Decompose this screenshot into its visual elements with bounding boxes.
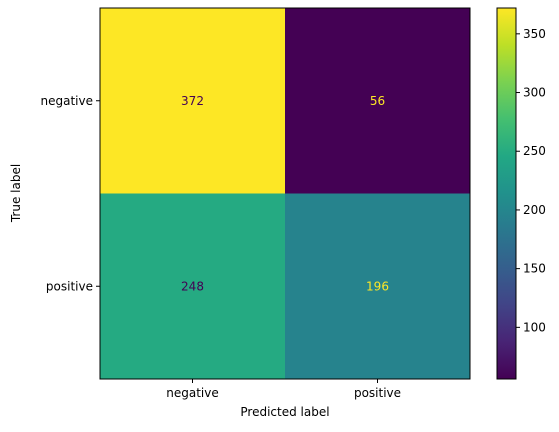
colorbar-tick-label: 350: [523, 27, 546, 41]
colorbar-tick-label: 200: [523, 203, 546, 217]
colorbar-tick-label: 250: [523, 144, 546, 158]
cell-value-labels: 372 56 248 196: [181, 94, 389, 294]
y-axis-label: True label: [9, 164, 23, 223]
y-axis: negative positive: [41, 94, 100, 293]
y-tick-label: negative: [41, 94, 93, 108]
heatmap-cells: [100, 8, 471, 380]
cell-value-label: 56: [370, 94, 385, 108]
colorbar-tick-label: 100: [523, 320, 546, 334]
cell-value-label: 248: [181, 279, 204, 293]
x-tick-label: negative: [166, 386, 218, 400]
heatmap-cell: [100, 8, 286, 194]
x-axis-label: Predicted label: [240, 405, 329, 419]
colorbar-tick-label: 150: [523, 262, 546, 276]
plot-frame: [99, 7, 471, 380]
x-axis: negative positive: [166, 379, 401, 400]
heatmap-cell: [100, 193, 286, 380]
colorbar-frame: [496, 7, 517, 380]
x-tick-label: positive: [354, 386, 401, 400]
heatmap-cell: [285, 193, 471, 380]
colorbar-tick-label: 300: [523, 86, 546, 100]
colorbar-ticks: 100 150 200 250 300 350: [516, 27, 546, 334]
colorbar: [497, 8, 516, 379]
cell-value-label: 372: [181, 94, 204, 108]
heatmap-cell: [285, 8, 471, 194]
y-tick-label: positive: [46, 279, 93, 293]
cell-value-label: 196: [366, 279, 389, 293]
